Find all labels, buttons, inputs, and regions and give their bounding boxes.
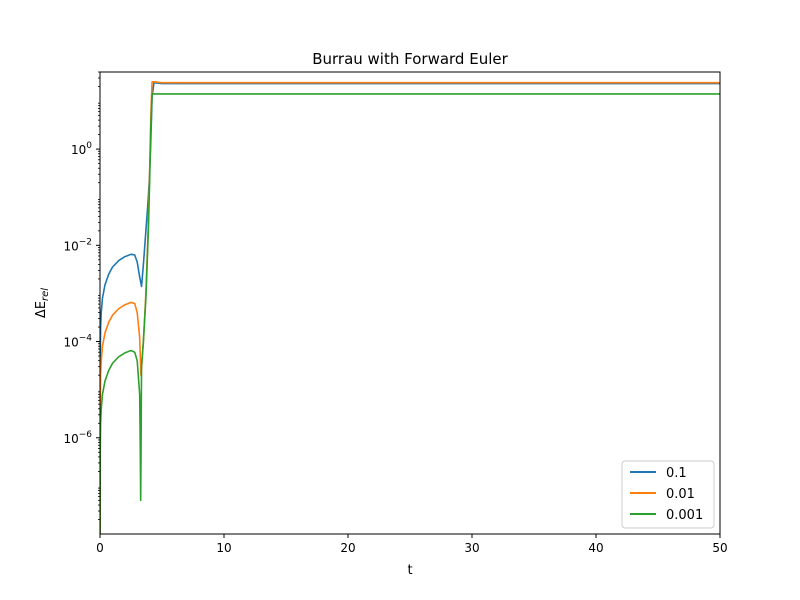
y-tick-label: 10−6 [63,430,92,446]
x-tick-label: 50 [712,541,727,555]
x-tick-label: 20 [340,541,355,555]
legend-label-1: 0.1 [666,466,687,481]
y-axis-label: ΔErel [34,288,51,318]
y-axis: 100 10−2 10−4 10−6 [63,71,100,520]
x-tick-label: 40 [588,541,603,555]
legend-label-2: 0.01 [666,487,695,502]
y-tick-label: 10−2 [63,237,92,253]
y-axis-label-subscript: rel [40,288,51,301]
legend: 0.1 0.01 0.001 [621,460,715,529]
x-tick-label: 0 [96,541,104,555]
y-tick-label: 100 [71,141,92,157]
y-axis-label-main: ΔE [34,301,49,318]
legend-label-3: 0.001 [666,508,703,523]
chart-title: Burrau with Forward Euler [312,50,508,68]
plot-frame [99,71,721,535]
series-line-1 [100,81,720,534]
y-tick-label: 10−4 [63,334,92,350]
series-layer [100,81,720,534]
series-line-3 [100,93,720,534]
x-tick-label: 30 [464,541,479,555]
x-axis-label: t [407,563,412,578]
legend-box [621,460,715,529]
x-tick-label: 10 [216,541,231,555]
x-axis: 0 10 20 30 40 50 [96,534,728,555]
